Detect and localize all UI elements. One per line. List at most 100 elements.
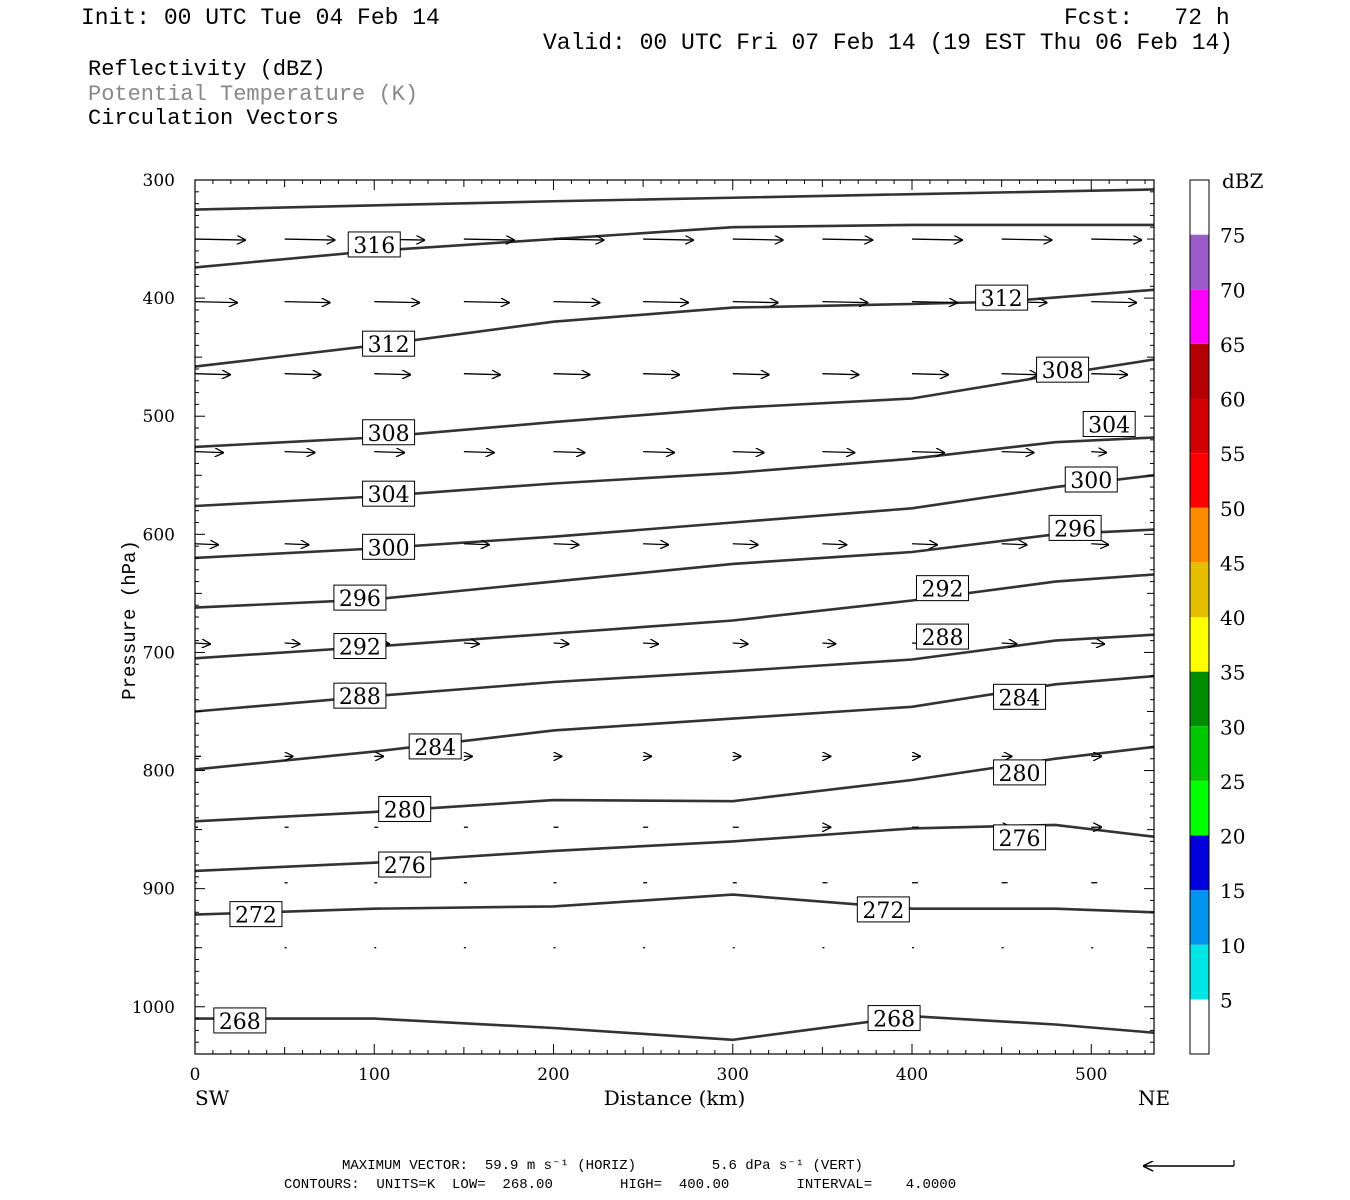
wind-vector [553,452,585,453]
wind-vector [732,239,783,240]
contour-label-box [362,330,416,357]
contour-label-box [915,575,969,602]
colorbar-segment [1190,562,1209,617]
wind-vector [643,239,693,240]
contour-label-box [333,584,387,611]
wind-vector [284,643,300,644]
wind-vector [194,302,237,303]
contour-label-box [362,419,416,446]
colorbar-segment [1190,398,1209,454]
wind-vector [374,374,410,375]
y-tick-label: 500 [143,407,175,427]
wind-vector [822,643,835,644]
wind-vector [284,239,335,240]
y-tick-label: 600 [143,525,175,545]
colorbar-level-label: 50 [1220,497,1245,521]
contour-label-292: 292 [339,636,381,661]
x-tick-label: 500 [1075,1065,1107,1085]
y-tick-label: 800 [143,762,175,782]
contour-label-316: 316 [353,234,395,259]
contour-label-box [1048,514,1102,541]
contour-label-box [867,1005,921,1032]
contour-300 [194,474,1155,560]
wind-vector [1091,374,1127,375]
wind-vector [1001,643,1017,644]
wind-vector [822,302,867,303]
x-label-ne: NE [1138,1086,1170,1110]
contour-label-box [993,759,1047,786]
colorbar-level-label: 30 [1220,715,1245,739]
wind-vector [463,452,494,453]
wind-vector [911,452,944,453]
contour-label-280: 280 [999,762,1041,787]
colorbar-segment [1190,999,1209,1054]
wind-vector [732,643,748,644]
wind-vector [194,239,245,240]
forecast-hour-label: Fcst: 72 h [1064,5,1230,31]
colorbar-level-label: 35 [1220,661,1245,685]
footer-max-vector: MAXIMUM VECTOR: 59.9 m s⁻¹ (HORIZ) 5.6 d… [342,1158,863,1174]
wind-vector [1091,643,1104,644]
wind-vector [284,302,330,303]
x-tick-label: 300 [717,1065,749,1085]
contour-268 [195,1014,1155,1042]
footer-contours: CONTOURS: UNITS=K LOW= 268.00 HIGH= 400.… [284,1177,957,1193]
colorbar-segment [1190,617,1209,672]
wind-vector [822,544,846,545]
contour-label-284: 284 [414,736,456,761]
wind-vector [463,302,509,303]
contour-label-box [333,633,387,660]
colorbar-segment [1190,780,1209,836]
contour-label-box [1082,410,1136,437]
colorbar-segment [1190,289,1209,344]
colorbar-title: dBZ [1222,169,1264,193]
contour-label-box [362,533,416,560]
wind-vector [284,374,321,375]
contour-label-284: 284 [999,686,1041,711]
valid-time-label: Valid: 00 UTC Fri 07 Feb 14 (19 EST Thu … [543,30,1234,56]
colorbar-segment [1190,944,1209,1000]
contour-label-box [993,824,1047,851]
wind-vector [911,374,948,375]
contour-label-box [347,231,401,258]
wind-vector [1001,544,1027,545]
x-axis-label: Distance (km) [604,1086,746,1110]
contour-label-box [378,851,432,878]
x-tick-label: 100 [358,1065,390,1085]
wind-vector [1091,239,1141,240]
colorbar-level-label: 55 [1220,442,1245,466]
wind-vector [911,544,937,545]
contour-label-272: 272 [235,904,277,929]
colorbar-level-label: 75 [1220,224,1245,248]
colorbar-segment [1190,890,1209,945]
colorbar-segment [1190,507,1209,563]
contour-label-box [408,733,462,760]
contour-label-box [1036,356,1090,383]
wind-vector [194,374,230,375]
wind-vector [463,374,500,375]
wind-vector [463,239,514,240]
contour-label-312: 312 [368,333,410,358]
wind-vector [553,239,604,240]
contour-316 [194,223,1154,269]
contour-label-296: 296 [339,587,381,612]
contour-label-276: 276 [999,827,1041,852]
wind-vector [643,374,679,375]
wind-vector [643,302,688,303]
contour-label-box [915,623,969,650]
colorbar-level-label: 25 [1220,770,1245,794]
contour-label-268: 268 [219,1010,261,1035]
colorbar-level-label: 15 [1220,879,1245,903]
contour-label-288: 288 [339,685,381,710]
colorbar-level-label: 20 [1220,825,1245,849]
wind-vector [284,544,309,545]
contour-label-280: 280 [384,799,426,824]
wind-vector [911,302,957,303]
wind-vector [911,239,962,240]
contour-label-box [378,796,432,823]
contour-272 [194,893,1155,916]
wind-vector [194,643,210,644]
contour-top [194,188,1155,211]
contour-label-288: 288 [921,626,963,651]
